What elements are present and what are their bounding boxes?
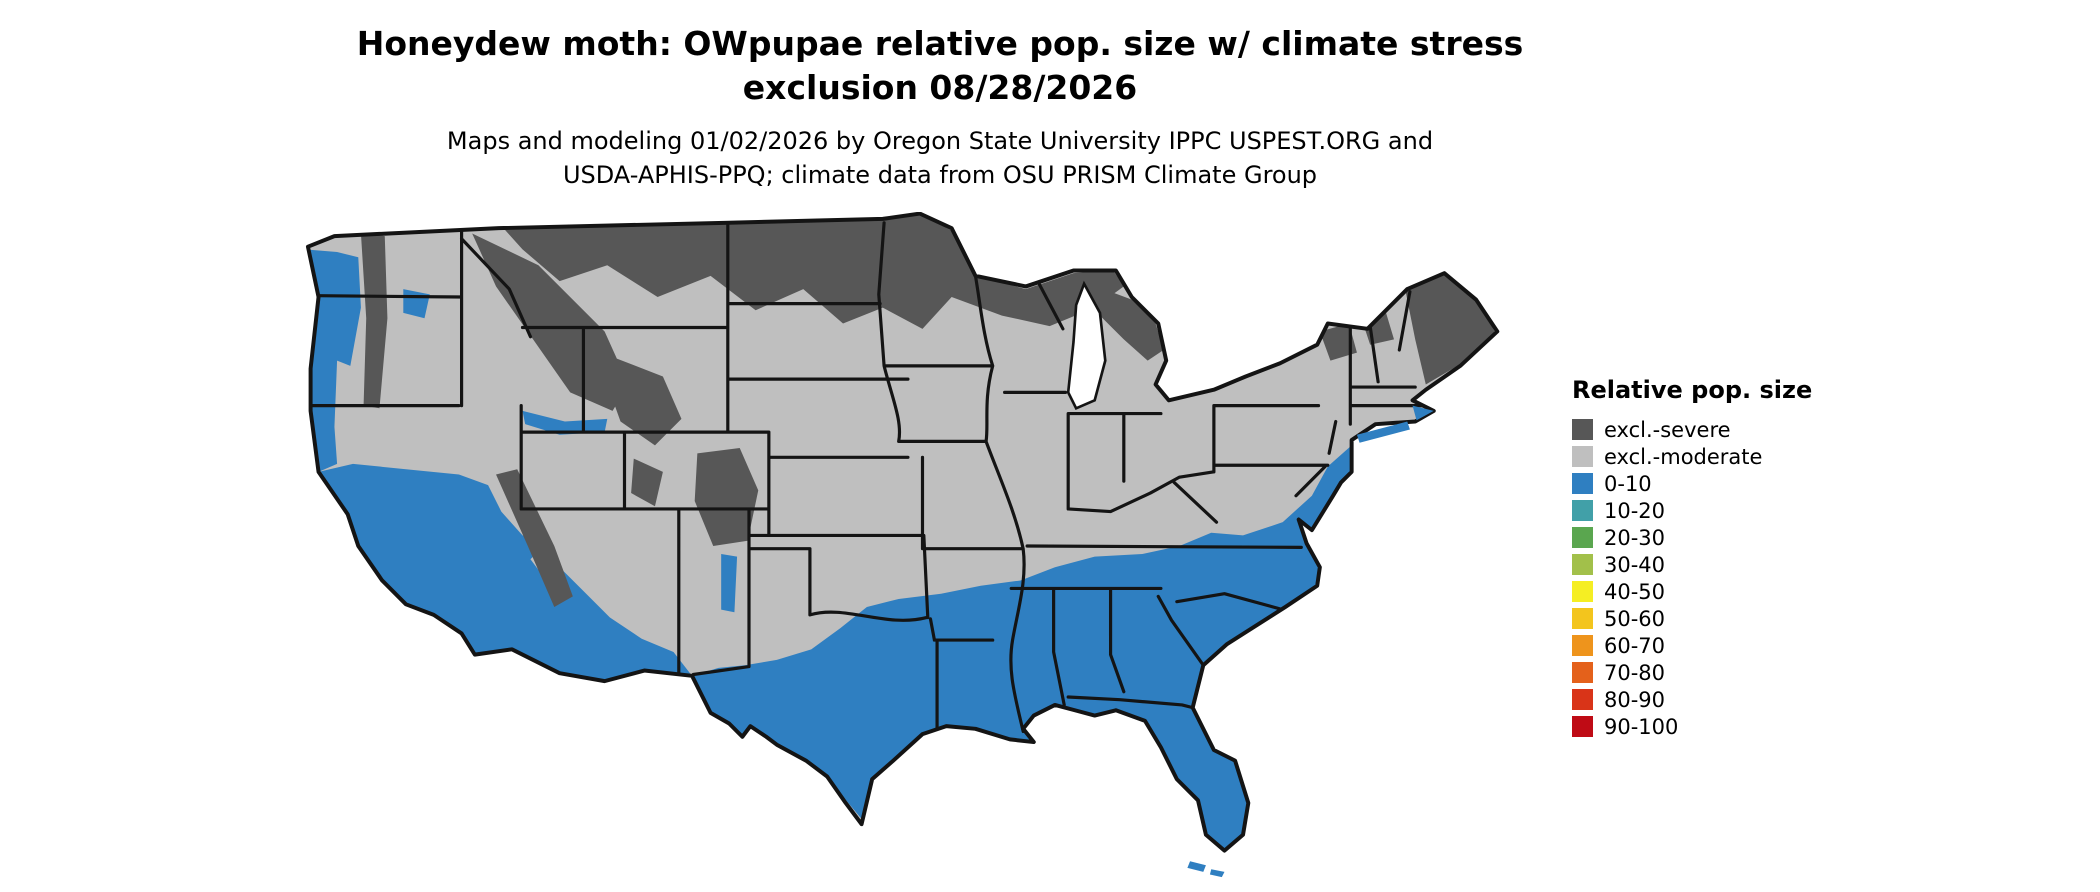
legend-row: excl.-severe <box>1572 416 1812 443</box>
legend-label: 80-90 <box>1604 687 1666 712</box>
legend-swatch-20-30 <box>1572 527 1593 548</box>
legend-swatch-excl-moderate <box>1572 446 1593 467</box>
legend-label: 30-40 <box>1604 552 1666 577</box>
legend-label: 10-20 <box>1604 498 1666 523</box>
legend-swatch-0-10 <box>1572 473 1593 494</box>
legend-row: 50-60 <box>1572 605 1812 632</box>
attribution-line1: Maps and modeling 01/02/2026 by Oregon S… <box>446 127 1434 156</box>
legend-row: 60-70 <box>1572 632 1812 659</box>
legend-title: Relative pop. size <box>1572 376 1813 404</box>
legend-row: 80-90 <box>1572 686 1812 713</box>
legend-label: 60-70 <box>1604 633 1666 658</box>
legend-row: 90-100 <box>1572 713 1812 740</box>
legend-label: 20-30 <box>1604 525 1666 550</box>
map-header: Honeydew moth: OWpupae relative pop. siz… <box>240 22 1640 192</box>
legend-row: 30-40 <box>1572 551 1812 578</box>
map-attribution: Maps and modeling 01/02/2026 by Oregon S… <box>240 125 1640 192</box>
legend: Relative pop. size excl.-severe excl.-mo… <box>1572 376 1812 740</box>
legend-row: 70-80 <box>1572 659 1812 686</box>
legend-swatch-70-80 <box>1572 662 1593 683</box>
us-map-svg <box>305 212 1500 878</box>
legend-label: 70-80 <box>1604 660 1666 685</box>
region-excl-severe <box>360 214 1495 607</box>
legend-row: 10-20 <box>1572 497 1812 524</box>
legend-label: excl.-severe <box>1604 417 1731 442</box>
legend-swatch-excl-severe <box>1572 419 1593 440</box>
legend-row: 40-50 <box>1572 578 1812 605</box>
attribution-line2: USDA-APHIS-PPQ; climate data from OSU PR… <box>562 160 1318 189</box>
state-borders <box>309 221 1428 734</box>
legend-swatch-40-50 <box>1572 581 1593 602</box>
lake-michigan <box>1066 280 1107 410</box>
legend-row: excl.-moderate <box>1572 443 1812 470</box>
legend-label: 50-60 <box>1604 606 1666 631</box>
legend-swatch-80-90 <box>1572 689 1593 710</box>
legend-swatch-60-70 <box>1572 635 1593 656</box>
page-title-line2: exclusion 08/28/2026 <box>742 67 1138 107</box>
legend-label: 0-10 <box>1604 471 1652 496</box>
legend-label: excl.-moderate <box>1604 444 1763 469</box>
legend-swatch-50-60 <box>1572 608 1593 629</box>
legend-row: 0-10 <box>1572 470 1812 497</box>
legend-label: 40-50 <box>1604 579 1666 604</box>
legend-swatch-90-100 <box>1572 716 1593 737</box>
legend-swatch-10-20 <box>1572 500 1593 521</box>
page-title-line1: Honeydew moth: OWpupae relative pop. siz… <box>356 24 1524 63</box>
us-map <box>300 212 1545 888</box>
region-pop-0-10 <box>307 249 1352 851</box>
legend-label: 90-100 <box>1604 714 1679 739</box>
legend-swatch-30-40 <box>1572 554 1593 575</box>
us-outline <box>305 212 1500 853</box>
legend-row: 20-30 <box>1572 524 1812 551</box>
